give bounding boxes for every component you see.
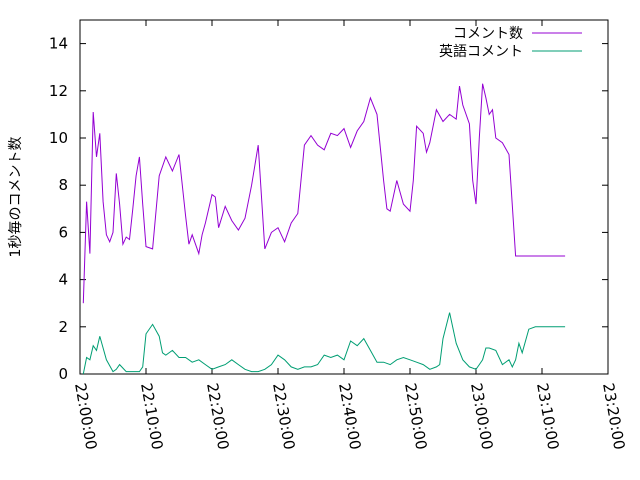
x-tick-label: 22:00:00	[71, 382, 100, 451]
y-tick-label: 8	[58, 176, 68, 194]
x-tick-label: 22:20:00	[203, 382, 232, 451]
x-tick-label: 23:20:00	[599, 382, 628, 451]
legend-label: コメント数	[453, 26, 523, 42]
y-axis-label: 1秒毎のコメント数	[8, 137, 24, 258]
plot-axes: 0 2 4 6 8 10 12 14 22:00:00 22:10:00 22:20:00 22:30…	[49, 19, 628, 451]
series-line-2	[82, 312, 566, 375]
y-tick-label: 6	[58, 223, 68, 241]
x-tick-label: 22:50:00	[401, 382, 430, 451]
x-tick-label: 22:10:00	[137, 382, 166, 451]
x-tick-label: 23:00:00	[467, 382, 496, 451]
y-tick-label: 10	[49, 129, 68, 147]
x-tick-label: 22:40:00	[335, 382, 364, 451]
x-tick-label: 23:10:00	[533, 382, 562, 451]
y-tick-label: 14	[49, 35, 68, 53]
x-tick-label: 22:30:00	[269, 382, 298, 451]
series-line-1	[82, 83, 566, 304]
series-layer	[82, 83, 566, 375]
y-tick-label: 4	[58, 271, 68, 289]
y-tick-label: 12	[49, 82, 68, 100]
y-tick-label: 2	[58, 318, 68, 336]
legend-label: 英語コメント	[439, 43, 523, 60]
y-tick-label: 0	[58, 365, 68, 383]
plot-frame	[79, 19, 609, 375]
